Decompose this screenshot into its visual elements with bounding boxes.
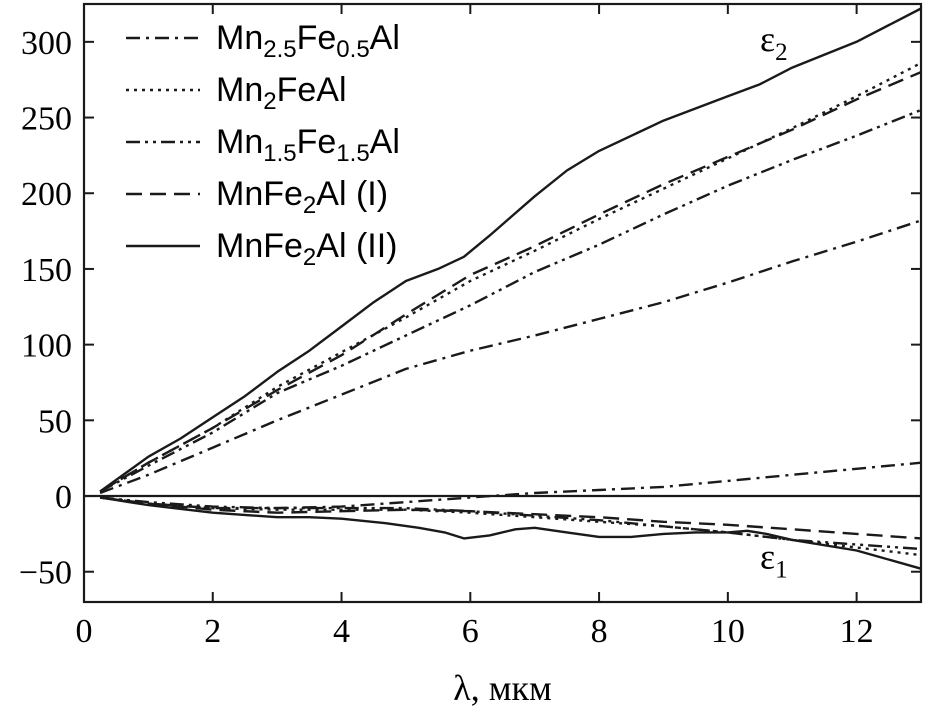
legend-label-1: Mn2.5Fe0.5Al bbox=[216, 19, 400, 63]
x-tick-label: 4 bbox=[333, 613, 350, 650]
series-curves bbox=[99, 7, 922, 570]
y-tick-label: 150 bbox=[21, 252, 72, 289]
series-2-eps1-line bbox=[99, 496, 922, 557]
series-4-eps1-line bbox=[99, 496, 922, 540]
series-1-eps1-line bbox=[99, 461, 922, 510]
x-tick-label: 10 bbox=[711, 613, 745, 650]
annotation-eps2: ε2 bbox=[760, 19, 788, 66]
series-5-eps2-line bbox=[99, 7, 922, 493]
legend-label-3: Mn1.5Fe1.5Al bbox=[216, 123, 400, 167]
x-tick-label: 0 bbox=[76, 613, 93, 650]
legend-label-2: Mn2FeAl bbox=[216, 71, 347, 115]
plot-border bbox=[82, 2, 923, 604]
y-tick-label: 100 bbox=[21, 328, 72, 365]
annotations: ε2 ε1 bbox=[760, 19, 788, 584]
legend: Mn2.5Fe0.5Al Mn2FeAl Mn1.5Fe1.5Al MnFe2Al (… bbox=[126, 19, 400, 271]
y-tick-label: 200 bbox=[21, 176, 72, 213]
y-tick-label: 50 bbox=[38, 403, 72, 440]
y-tick-label: 300 bbox=[21, 25, 72, 62]
series-3-eps2-line bbox=[99, 108, 922, 493]
annotation-eps1: ε1 bbox=[760, 537, 788, 584]
y-tick-label: 0 bbox=[55, 479, 72, 516]
axis-ticks bbox=[83, 4, 921, 602]
y-tick-label: −50 bbox=[19, 555, 72, 592]
series-5-eps1-line bbox=[99, 496, 922, 570]
legend-label-4: MnFe2Al (I) bbox=[216, 175, 388, 219]
y-tick-label: 250 bbox=[21, 101, 72, 138]
x-tick-label: 8 bbox=[591, 613, 608, 650]
plot-frame bbox=[82, 2, 923, 604]
series-4-eps2-line bbox=[99, 70, 922, 493]
x-axis-title: λ, мкм bbox=[453, 668, 552, 708]
x-tick-label: 12 bbox=[840, 613, 874, 650]
legend-label-5: MnFe2Al (II) bbox=[216, 227, 398, 271]
x-tick-label: 6 bbox=[462, 613, 479, 650]
x-tick-label: 2 bbox=[204, 613, 221, 650]
